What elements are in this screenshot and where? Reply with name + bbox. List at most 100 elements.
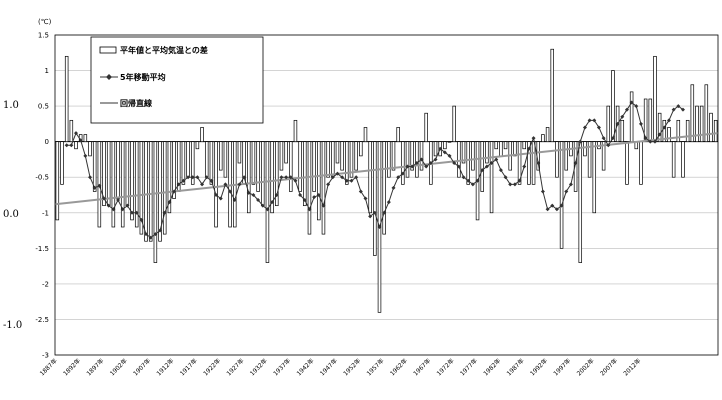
bar xyxy=(307,141,312,235)
bar xyxy=(699,105,704,143)
bar xyxy=(545,127,550,143)
outer-label-1: 1.0 xyxy=(3,100,19,111)
moving-average-point xyxy=(326,182,331,187)
x-tick-label: 2012年 xyxy=(622,357,643,378)
bar xyxy=(424,112,428,143)
moving-average-point xyxy=(377,225,382,229)
moving-average-point xyxy=(111,207,116,212)
moving-average-point xyxy=(447,153,452,158)
bar xyxy=(251,141,256,185)
bar xyxy=(363,127,368,143)
moving-average-point xyxy=(512,182,517,187)
moving-average-point xyxy=(676,104,681,109)
x-tick-label: 1917年 xyxy=(178,357,199,378)
moving-average-point xyxy=(298,193,303,197)
moving-average-point xyxy=(64,143,69,148)
y-axis-ticks: 1.5 1 0.5 0 -0.5 -1 -1.5 -2 -2.5 -3 xyxy=(35,32,49,360)
moving-average-point xyxy=(134,210,139,215)
bar xyxy=(368,141,372,214)
moving-average-point xyxy=(573,161,578,165)
x-tick-label: 1892年 xyxy=(61,357,82,378)
moving-average-point xyxy=(615,121,620,126)
legend-box xyxy=(90,36,264,124)
moving-average-point xyxy=(396,175,401,180)
moving-average-point xyxy=(545,207,550,212)
moving-average-point xyxy=(120,207,125,212)
moving-average-point xyxy=(116,197,121,202)
bar xyxy=(499,141,503,157)
bar xyxy=(503,141,508,150)
moving-average-point xyxy=(494,157,499,162)
bar xyxy=(270,141,274,214)
moving-average-point xyxy=(316,193,321,197)
bar xyxy=(466,141,470,185)
bar xyxy=(704,84,709,143)
bar xyxy=(573,141,578,192)
x-tick-label: 1897年 xyxy=(85,357,106,378)
moving-average-point xyxy=(680,107,685,112)
moving-average-point xyxy=(167,200,172,205)
moving-average-point xyxy=(522,164,527,169)
bar xyxy=(153,141,158,263)
moving-average-point xyxy=(400,171,405,176)
moving-average-point xyxy=(186,175,191,180)
bar xyxy=(172,141,176,199)
moving-average-point xyxy=(489,161,494,165)
legend-mavg-marker xyxy=(106,74,112,80)
x-tick-label: 1992年 xyxy=(528,357,549,378)
moving-average-point xyxy=(349,178,354,183)
legend-bar-swatch xyxy=(99,46,117,54)
moving-average-point xyxy=(218,196,223,201)
moving-average-point xyxy=(340,175,345,180)
bar xyxy=(471,141,475,171)
moving-average-point xyxy=(578,139,583,144)
bar xyxy=(559,141,564,249)
bar xyxy=(592,141,597,214)
moving-average-point xyxy=(242,175,247,180)
moving-average-point xyxy=(624,107,629,112)
y-tick-label: -2.5 xyxy=(35,316,49,324)
moving-average-point xyxy=(456,164,461,169)
legend-entry-reg: 回帰直線 xyxy=(120,98,152,108)
bar xyxy=(452,105,456,143)
bar xyxy=(587,141,592,178)
moving-average-point xyxy=(204,175,209,180)
moving-average-point xyxy=(246,190,251,195)
moving-average-point xyxy=(284,175,289,180)
y-tick-label: -2 xyxy=(42,280,49,288)
moving-average-point xyxy=(428,161,433,165)
moving-average-point xyxy=(620,114,625,119)
bar xyxy=(289,141,293,192)
bar xyxy=(410,141,414,171)
moving-average-point xyxy=(652,139,657,144)
moving-average-point xyxy=(564,189,569,194)
bar xyxy=(326,141,330,178)
x-tick-label: 1907年 xyxy=(131,357,152,378)
moving-average-point xyxy=(508,182,513,187)
moving-average-point xyxy=(344,178,349,183)
bar xyxy=(158,141,162,242)
moving-average-point xyxy=(88,175,93,180)
y-tick-label: -1.5 xyxy=(35,245,49,253)
bar xyxy=(223,141,228,178)
bar xyxy=(265,141,270,263)
moving-average-point xyxy=(162,210,167,215)
moving-average-point xyxy=(256,197,261,202)
moving-average-point xyxy=(610,136,615,141)
bar xyxy=(74,141,78,150)
bar xyxy=(564,141,569,171)
bar xyxy=(139,141,144,235)
bar xyxy=(485,141,489,164)
moving-average-point xyxy=(97,183,102,188)
bar xyxy=(261,141,265,207)
moving-average-point xyxy=(484,164,489,169)
bar xyxy=(541,134,545,143)
bar xyxy=(120,141,125,228)
bar xyxy=(527,141,531,185)
x-tick-label: 1887年 xyxy=(38,357,59,378)
moving-average-point xyxy=(601,136,606,141)
bar xyxy=(340,141,344,171)
moving-average-point xyxy=(195,175,200,180)
x-tick-label: 1942年 xyxy=(295,357,316,378)
bar xyxy=(583,141,587,157)
